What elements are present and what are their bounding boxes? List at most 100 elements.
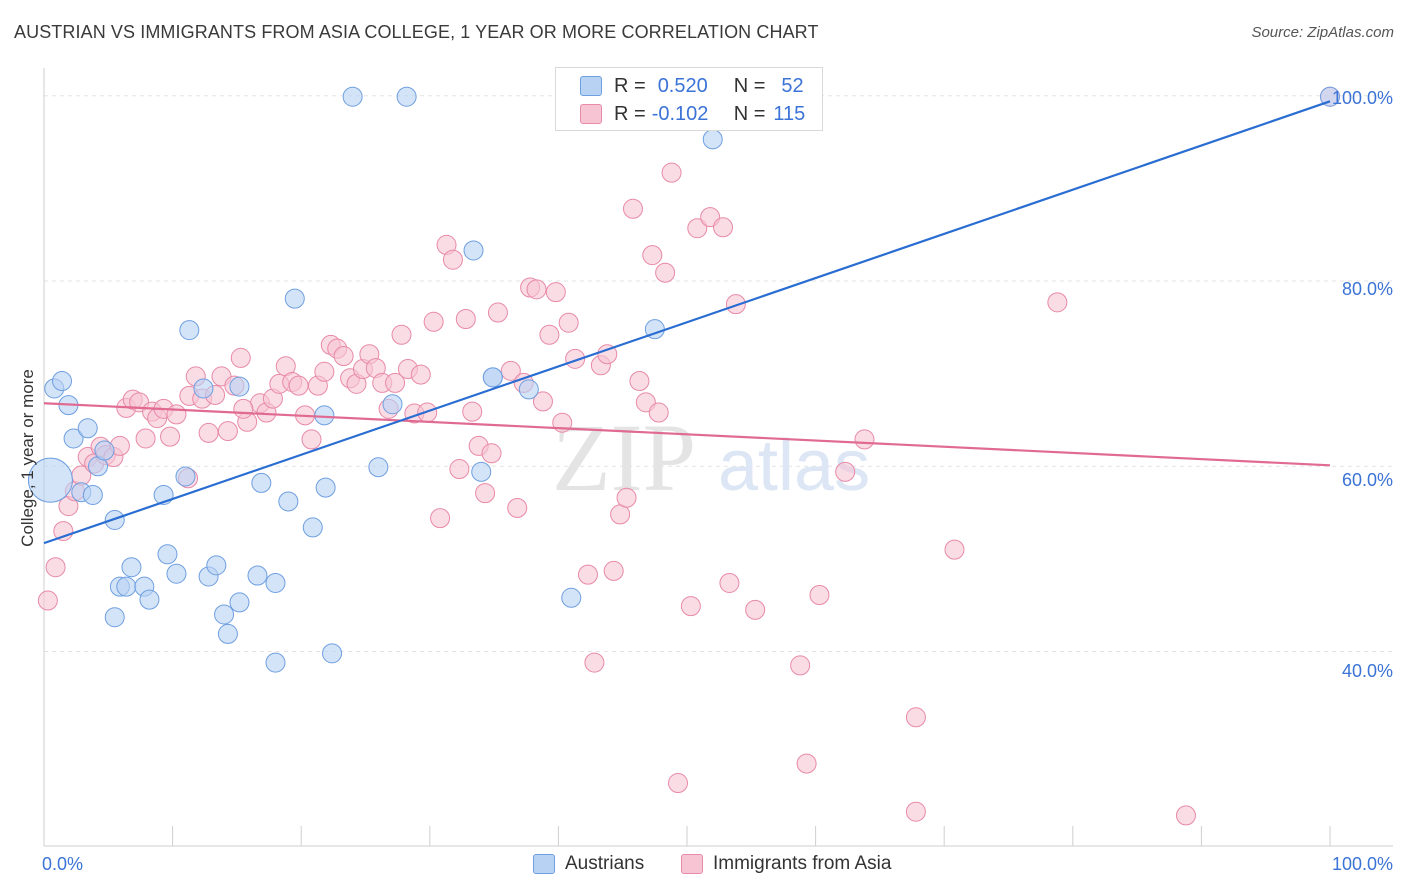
austrian-point [139,589,160,610]
austrian-point [265,572,286,593]
asia-point [835,461,856,482]
legend-swatch-blue [580,76,602,96]
asia-point [430,508,451,529]
bottom-legend-label: Immigrants from Asia [713,853,892,874]
asia-point [507,497,528,518]
asia-point [442,249,463,270]
asia-point [642,245,663,266]
asia-point [487,302,508,323]
asia-point [745,599,766,620]
asia-trend-line [43,402,1331,467]
asia-point [558,312,579,333]
austrian-point [52,371,73,392]
austrian-point [166,563,187,584]
austrian-point [315,477,336,498]
bottom-legend-swatch-pink [681,854,703,874]
asia-point [233,398,254,419]
austrian-point [561,587,582,608]
asia-point [629,371,650,392]
austrian-point [82,484,103,505]
asia-point [455,308,476,329]
asia-point [719,572,740,593]
asia-point [545,282,566,303]
asia-point [905,801,926,822]
austrian-point [175,466,196,487]
bottom-legend-austrians: Austrians [533,852,644,876]
asia-point [449,459,470,480]
legend-n-label: N = [733,102,766,125]
asia-point [539,324,560,345]
asia-point [905,707,926,728]
austrian-point [265,652,286,673]
asia-point [667,773,688,794]
legend-n-value: 52 [781,74,804,97]
austrian-point [518,379,539,400]
y-tick-label-80: 80.0% [1342,279,1393,299]
austrian-point [63,428,84,449]
asia-point [37,590,58,611]
asia-point [217,421,238,442]
asia-point [166,404,187,425]
austrian-point [302,517,323,538]
y-axis-label: College, 1 year or more [18,369,37,547]
austrian-point [1320,86,1340,107]
asia-point [648,402,669,423]
austrian-point [278,491,299,512]
asia-point [288,375,309,396]
asia-point [597,344,618,365]
asia-point [809,585,830,606]
legend-r-value: -0.102 [651,102,709,125]
asia-point [687,218,708,239]
asia-point [610,504,631,525]
gridlines [44,95,1393,652]
axes [43,68,1393,847]
x-tick-label-min: 0.0% [42,854,83,874]
austrian-trend-line [43,100,1331,545]
austrian-point [179,320,200,341]
asia-point [532,391,553,412]
austrian-point [214,604,235,625]
trend-lines [43,100,1331,545]
austrian-point [229,592,250,613]
chart-title: AUSTRIAN VS IMMIGRANTS FROM ASIA COLLEGE… [14,22,819,42]
asia-point [655,262,676,283]
austrian-point [94,440,115,461]
asia-point [160,426,181,447]
austrian-point [206,555,227,576]
austrian-point [27,457,73,503]
austrian-point [229,376,250,397]
austrian-point [193,378,214,399]
austrian-point [471,461,492,482]
asia-point [481,443,502,464]
legend-swatch-pink [580,104,602,124]
asia-point [713,217,734,238]
legend-r-label: R = [614,102,646,125]
legend-n-label: N = [733,74,766,97]
x-tick-label-max: 100.0% [1332,854,1393,874]
asia-point [944,539,965,560]
austrian-point [382,394,403,415]
legend-r-label: R = [614,74,646,97]
asia-point [577,564,598,585]
asia-point [462,401,483,422]
austrian-point [121,557,142,578]
austrian-point [314,405,335,426]
asia-points [37,86,1340,826]
asia-point [423,311,444,332]
austrian-point [77,418,98,439]
tick-labels: 0.0% 100.0% 40.0% 60.0% 80.0% 100.0% Col… [18,88,1393,874]
asia-point [45,557,66,578]
asia-point [616,487,637,508]
asia-point [565,348,586,369]
correlation-legend: R = 0.520 N = 52 R = -0.102 N = 115 [555,67,823,131]
austrian-point [702,129,723,150]
y-tick-label-60: 60.0% [1342,470,1393,490]
asia-point [391,324,412,345]
asia-point [1175,805,1196,826]
austrian-point [116,576,137,597]
austrian-point [247,565,268,586]
legend-row-austrians: R = 0.520 N = 52 [580,74,804,98]
chart-source: Source: ZipAtlas.com [1251,24,1394,41]
bottom-legend-swatch-blue [533,854,555,874]
